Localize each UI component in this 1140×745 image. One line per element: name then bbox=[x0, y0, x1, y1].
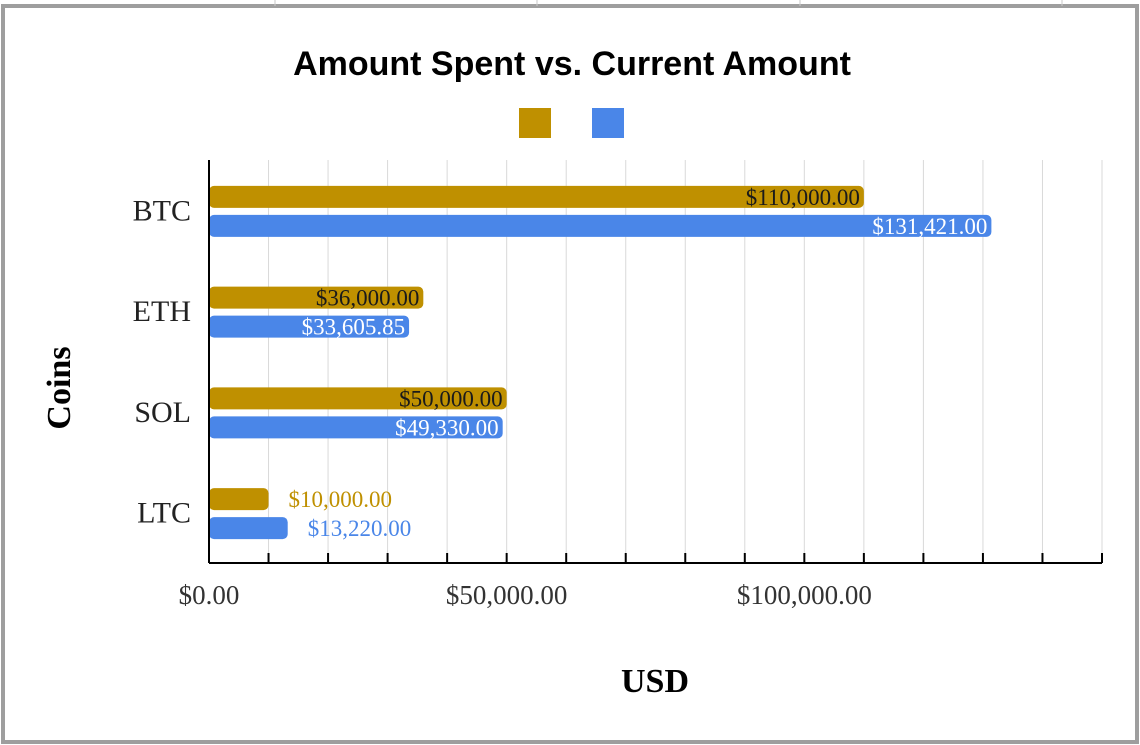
data-label-eth-series-2: $33,605.85 bbox=[302, 315, 406, 340]
category-label-ltc: LTC bbox=[137, 497, 191, 530]
legend-swatch-2 bbox=[592, 108, 624, 138]
bar-ltc-series-1 bbox=[209, 488, 269, 511]
chart-border bbox=[1, 4, 1139, 744]
bar-eth-series-1 bbox=[209, 286, 424, 309]
chart-title: Amount Spent vs. Current Amount bbox=[293, 45, 851, 83]
x-tick-label: $0.00 bbox=[179, 580, 240, 610]
bar-btc-series-2 bbox=[209, 214, 992, 237]
y-axis-title: Coins bbox=[41, 346, 78, 429]
axes: $0.00 $50,000.00 $100,000.00 bbox=[179, 160, 1103, 610]
data-label-eth-series-1: $36,000.00 bbox=[316, 286, 420, 311]
bar-sol-series-1 bbox=[209, 387, 507, 410]
bar-btc-series-1 bbox=[209, 185, 864, 208]
legend bbox=[519, 108, 624, 138]
category-label-btc: BTC bbox=[133, 194, 191, 227]
category-label-eth: ETH bbox=[133, 295, 191, 328]
bar-eth-series-2 bbox=[209, 315, 410, 338]
data-label-sol-series-1: $50,000.00 bbox=[399, 386, 503, 411]
bars: $110,000.00 $131,421.00 BTC $36,000.00 $33,6… bbox=[133, 185, 992, 541]
data-label-btc-series-1: $110,000.00 bbox=[746, 185, 860, 210]
data-label-btc-series-2: $131,421.00 bbox=[872, 214, 987, 239]
x-tick-label: $100,000.00 bbox=[737, 580, 872, 610]
data-label-ltc-series-2: $13,220.00 bbox=[308, 516, 412, 541]
legend-swatch-1 bbox=[519, 108, 551, 138]
data-label-ltc-series-1: $10,000.00 bbox=[289, 487, 393, 512]
bar-ltc-series-2 bbox=[209, 517, 288, 540]
data-label-sol-series-2: $49,330.00 bbox=[395, 415, 499, 440]
x-tick-label: $50,000.00 bbox=[446, 580, 568, 610]
bar-sol-series-2 bbox=[209, 416, 503, 439]
category-label-sol: SOL bbox=[134, 396, 191, 429]
x-axis-title: USD bbox=[621, 663, 689, 700]
